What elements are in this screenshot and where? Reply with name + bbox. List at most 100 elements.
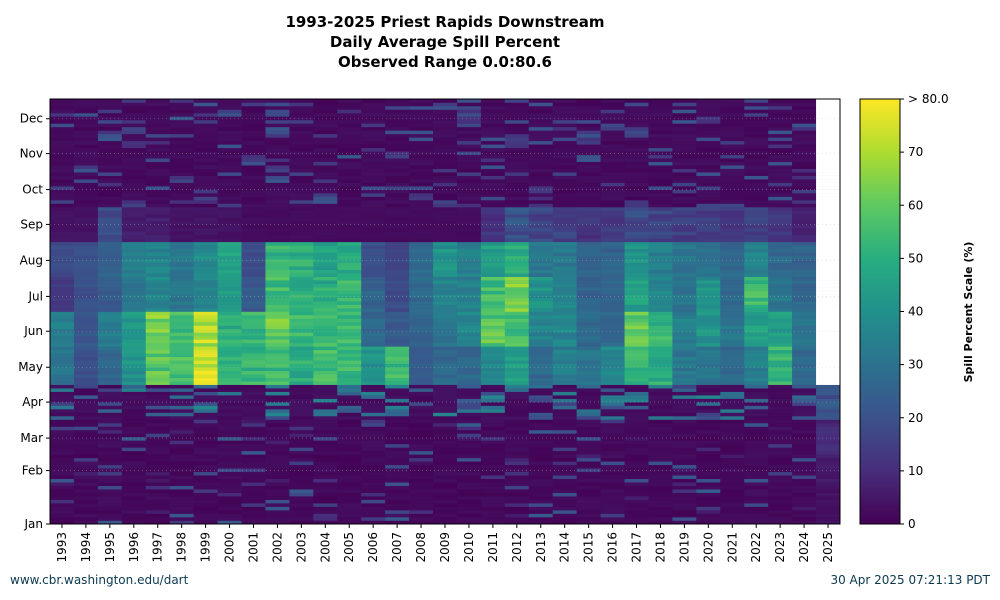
heatmap-cell (337, 210, 362, 215)
heatmap-cell (385, 395, 410, 399)
heatmap-cell (121, 220, 147, 225)
heatmap-cell-missing (816, 290, 841, 295)
heatmap-cell (265, 297, 290, 302)
heatmap-cell (217, 328, 242, 333)
heatmap-cell (576, 422, 601, 427)
source-link[interactable]: www.cbr.washington.edu/dart (10, 573, 189, 587)
heatmap-cell (768, 482, 793, 486)
heatmap-cell (433, 151, 458, 156)
heatmap-cell (50, 245, 75, 250)
heatmap-cell (768, 179, 793, 183)
heatmap-cell (576, 196, 601, 201)
heatmap-cell (672, 175, 697, 180)
heatmap-cell (672, 517, 697, 521)
heatmap-cell (241, 356, 266, 361)
heatmap-cell (409, 151, 434, 156)
heatmap-cell (744, 475, 769, 480)
heatmap-cell (361, 503, 386, 507)
heatmap-cell (169, 409, 194, 413)
heatmap-cell (409, 384, 434, 389)
heatmap-cell (528, 402, 554, 406)
heatmap-cell (480, 308, 506, 312)
heatmap-cell (528, 447, 554, 452)
heatmap-cell (73, 513, 99, 518)
heatmap-cell (624, 245, 649, 250)
heatmap-cell (265, 102, 290, 107)
heatmap-cell (672, 402, 697, 406)
heatmap-cell (744, 294, 769, 298)
heatmap-cell (97, 433, 123, 438)
heatmap-cell (600, 325, 625, 330)
heatmap-cell (648, 335, 673, 340)
heatmap-cell (121, 416, 147, 420)
heatmap-cell (576, 283, 601, 288)
heatmap-cell (97, 144, 123, 149)
heatmap-cell (744, 360, 769, 365)
heatmap-cell (121, 440, 147, 445)
heatmap-cell (193, 447, 218, 452)
y-tick-label-Jan: Jan (24, 517, 44, 531)
heatmap-cell (600, 440, 625, 445)
heatmap-cell (744, 356, 769, 361)
heatmap-cell (241, 412, 266, 417)
heatmap-cell (50, 99, 75, 103)
heatmap-cell (672, 259, 697, 264)
heatmap-cell (97, 130, 123, 135)
heatmap-cell (313, 301, 338, 305)
heatmap-cell (289, 440, 314, 445)
heatmap-cell (97, 297, 123, 302)
heatmap-cell (624, 422, 649, 427)
heatmap-cell (193, 179, 218, 183)
y-tick-label-Jun: Jun (23, 324, 43, 338)
heatmap-cell (313, 273, 338, 277)
heatmap-cell (385, 419, 410, 424)
heatmap-cell (121, 213, 147, 218)
heatmap-cell (241, 513, 266, 518)
heatmap-cell (720, 356, 745, 361)
heatmap-cell (696, 496, 721, 500)
heatmap-cell (265, 179, 290, 183)
heatmap-cell (337, 454, 362, 459)
heatmap-cell (624, 489, 649, 493)
heatmap-cell (648, 468, 673, 473)
heatmap-cell (217, 224, 242, 229)
heatmap-cell (792, 304, 817, 309)
heatmap-cell (385, 517, 410, 521)
heatmap-cell (193, 158, 218, 162)
heatmap-cell (528, 489, 554, 493)
heatmap-cell (121, 158, 147, 162)
heatmap-cell (409, 402, 434, 406)
heatmap-cell (97, 217, 123, 222)
heatmap-cell (744, 116, 769, 121)
heatmap-cell (193, 489, 218, 493)
heatmap-cell (217, 102, 242, 107)
heatmap-cell (121, 175, 147, 180)
heatmap-cell (289, 402, 314, 406)
heatmap-cell (456, 475, 482, 480)
heatmap-cell (624, 206, 649, 211)
heatmap-cell (97, 377, 123, 382)
heatmap-cell (217, 391, 242, 396)
heatmap-cell (361, 227, 386, 232)
heatmap-cell (50, 513, 75, 518)
heatmap-cell (528, 200, 554, 204)
heatmap-cell (169, 443, 194, 448)
heatmap-cell (456, 489, 482, 493)
heatmap-cell (289, 144, 314, 149)
heatmap-cell (744, 119, 769, 124)
heatmap-cell (624, 161, 649, 166)
heatmap-cell (313, 158, 338, 162)
heatmap-cell (361, 210, 386, 215)
heatmap-cell (169, 227, 194, 232)
heatmap-cell (193, 342, 218, 347)
heatmap-cell (624, 137, 649, 142)
heatmap-cell (816, 482, 841, 486)
heatmap-cell (624, 119, 649, 124)
heatmap-cell (576, 339, 601, 344)
heatmap-cell (289, 283, 314, 288)
heatmap-cell (121, 356, 147, 361)
heatmap-cell (528, 426, 554, 431)
heatmap-cell (289, 412, 314, 417)
heatmap-cell (289, 374, 314, 378)
heatmap-cell (528, 245, 554, 250)
